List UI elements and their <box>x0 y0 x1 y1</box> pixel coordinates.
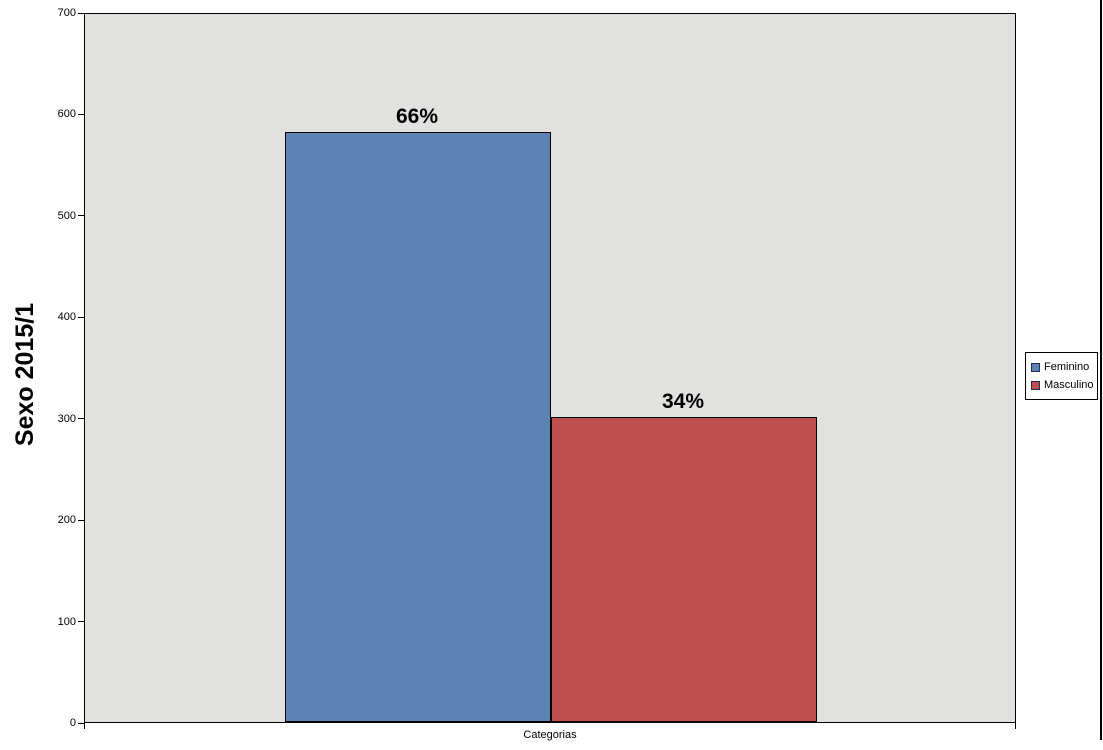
y-tick-label: 700 <box>57 7 76 19</box>
y-tick-label: 200 <box>57 514 76 527</box>
feminino-marker-icon <box>1031 362 1040 372</box>
chart-right-border <box>1100 0 1102 740</box>
bar-feminino <box>285 131 551 722</box>
y-tick-mark <box>78 722 84 724</box>
legend-item-masculino: Masculino <box>1031 376 1094 394</box>
y-tick-mark <box>78 113 84 115</box>
data-label-masculino: 34% <box>661 389 705 413</box>
y-tick-mark <box>78 418 84 420</box>
y-tick-label: 100 <box>57 615 76 628</box>
x-tick-mark <box>84 723 85 729</box>
legend-label: Masculino <box>1044 379 1094 391</box>
y-tick-mark <box>78 519 84 521</box>
data-label-feminino: 66% <box>395 104 439 128</box>
legend-item-feminino: Feminino <box>1031 358 1093 376</box>
x-tick-mark <box>1015 723 1016 729</box>
y-tick-mark <box>78 215 84 217</box>
y-tick-mark <box>78 621 84 623</box>
bar-masculino <box>551 416 817 722</box>
legend: Feminino Masculino <box>1025 352 1098 400</box>
y-tick-mark <box>78 316 84 318</box>
y-tick-label: 0 <box>69 717 76 729</box>
y-tick-label: 300 <box>57 412 76 425</box>
y-axis-title: Sexo 2015/1 <box>11 302 39 447</box>
masculino-marker-icon <box>1031 380 1040 390</box>
legend-label: Feminino <box>1044 361 1090 373</box>
plot-area <box>84 13 1016 723</box>
y-tick-label: 500 <box>57 209 76 222</box>
x-axis-label: Categorias <box>523 729 577 741</box>
y-tick-label: 600 <box>57 108 76 121</box>
y-tick-mark <box>78 12 84 14</box>
y-tick-label: 400 <box>57 311 76 324</box>
